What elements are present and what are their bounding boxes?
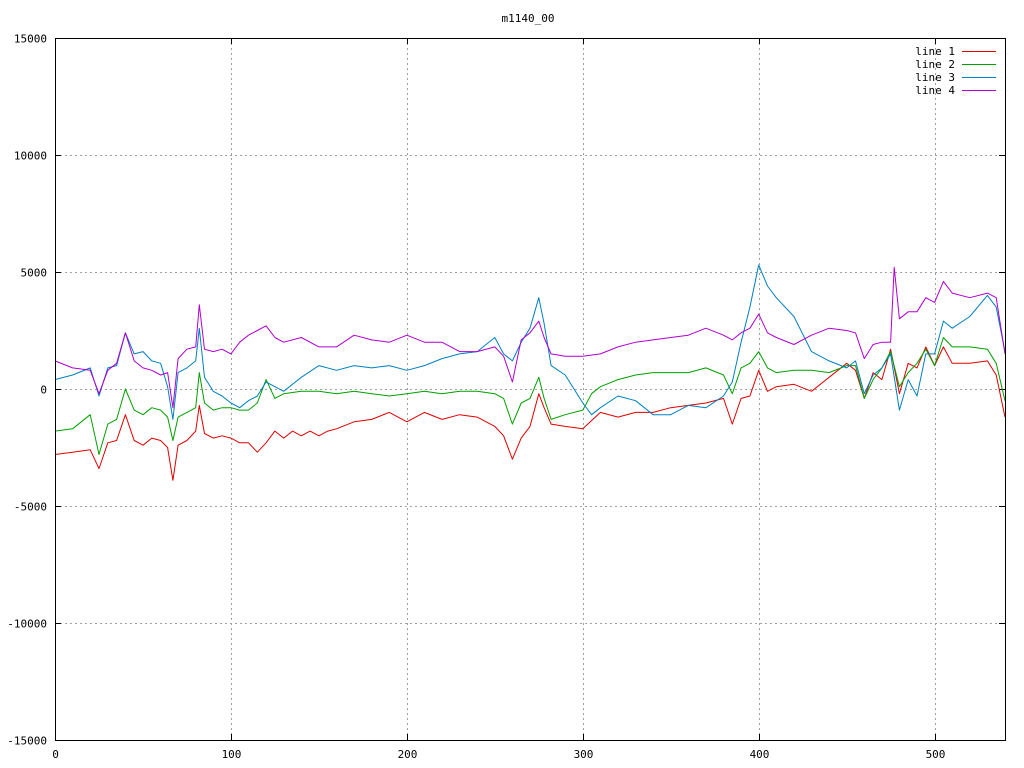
y-tick-label: -15000 [7,735,47,748]
y-tick-label: 0 [40,384,47,397]
plot-frame [55,38,1006,741]
legend-label-1: line 1 [915,45,955,58]
series-line-2 [54,337,1006,455]
y-tick-label: -10000 [7,618,47,631]
x-tick-label: 400 [750,748,770,761]
legend-label-3: line 3 [915,71,955,84]
series-line-4 [54,266,1006,409]
legend-label-2: line 2 [915,58,955,71]
series-line-1 [54,346,1006,481]
y-tick-label: 15000 [14,33,47,46]
plot-series [54,264,1006,481]
grid [55,38,1005,740]
series-line-3 [54,264,1006,420]
axis-ticks: -15000 -10000 -5000 0 5000 10000 15000 0 100 200 3… [7,33,1005,761]
legend-label-4: line 4 [915,84,955,97]
y-tick-label: -5000 [14,501,47,514]
x-tick-label: 200 [398,748,418,761]
y-tick-label: 5000 [21,267,48,280]
x-tick-label: 500 [926,748,946,761]
x-tick-label: 0 [52,748,59,761]
chart-title: m1140_00 [502,12,555,25]
y-tick-label: 10000 [14,150,47,163]
x-tick-label: 100 [222,748,242,761]
x-tick-label: 300 [574,748,594,761]
